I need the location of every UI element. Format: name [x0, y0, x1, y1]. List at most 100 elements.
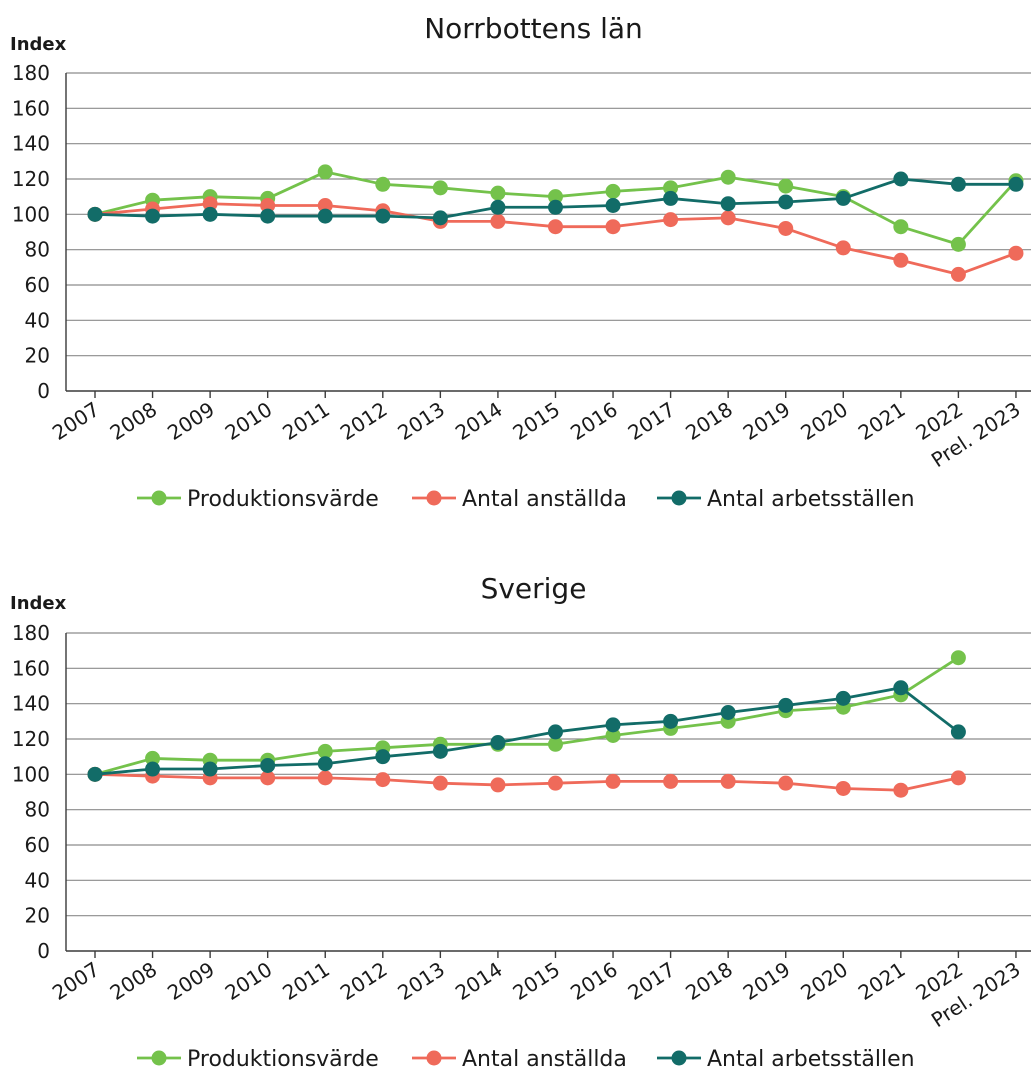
data-point [605, 183, 621, 199]
data-point [145, 750, 161, 766]
data-point [893, 252, 909, 268]
data-point [605, 219, 621, 235]
x-tick-label: 2015 [508, 957, 564, 1005]
x-tick-label: 2019 [739, 397, 795, 445]
y-tick-label: 40 [25, 308, 50, 332]
x-tick-label: 2017 [624, 397, 680, 445]
y-tick-label: 180 [12, 61, 50, 85]
y-tick-label: 180 [12, 621, 50, 645]
data-point [317, 770, 333, 786]
data-point [893, 219, 909, 235]
data-point [605, 198, 621, 213]
data-point [87, 206, 103, 222]
y-tick-label: 80 [25, 798, 50, 822]
data-point [835, 690, 851, 706]
legend-label: Produktionsvärde [187, 1047, 379, 1072]
data-point [950, 770, 966, 786]
data-point [605, 717, 621, 733]
data-point [778, 178, 794, 194]
data-point [778, 697, 794, 713]
x-tick-label: 2011 [278, 957, 334, 1005]
y-tick-label: 0 [37, 939, 50, 963]
y-tick-label: 20 [25, 904, 50, 928]
data-point [778, 775, 794, 791]
data-point [547, 775, 563, 791]
x-tick-label: 2008 [106, 397, 162, 445]
data-point [375, 176, 391, 192]
data-point [778, 194, 794, 210]
x-tick-label: 2021 [854, 397, 910, 445]
data-point [490, 777, 506, 793]
data-point [490, 735, 506, 751]
data-point [950, 650, 966, 666]
x-tick-label: 2013 [393, 957, 449, 1005]
series-3 [87, 171, 1024, 226]
data-point [145, 208, 161, 224]
y-tick-label: 140 [12, 132, 50, 156]
y-tick-label: 20 [25, 344, 50, 368]
legend-marker [426, 1050, 442, 1066]
data-point [87, 766, 103, 782]
legend-label: Antal anställda [462, 1047, 627, 1072]
x-tick-label: 2012 [336, 957, 392, 1005]
x-tick-label: 2018 [681, 957, 737, 1005]
x-tick-label: 2018 [681, 397, 737, 445]
data-point [605, 727, 621, 743]
series-line [94, 656, 960, 776]
x-tick-label: 2015 [508, 397, 564, 445]
chart-title: Sverige [481, 572, 587, 605]
y-axis-label: Index [10, 593, 67, 614]
x-tick-label: 2007 [48, 397, 104, 445]
legend: Produktionsvärde Antal anställda Antal arb… [137, 487, 915, 512]
chart-title: Norrbottens län [424, 12, 643, 45]
chart-1: Norrbottens län Index 0 20 40 60 80 100 120 140 16… [10, 12, 1031, 512]
x-tick-label: 2017 [624, 957, 680, 1005]
data-point [663, 212, 679, 228]
data-point [260, 198, 276, 213]
data-point [547, 724, 563, 740]
legend-marker [151, 490, 167, 506]
data-point [375, 749, 391, 765]
y-tick-label: 0 [37, 379, 50, 403]
data-point [260, 770, 276, 786]
y-tick-label: 60 [25, 833, 50, 857]
data-point [260, 758, 276, 773]
data-point [202, 206, 218, 222]
x-tick-label: 2007 [48, 957, 104, 1005]
data-point [720, 705, 736, 720]
x-tick-label: 2010 [221, 397, 277, 445]
x-tick-label: 2014 [451, 957, 507, 1005]
data-point [893, 782, 909, 798]
x-tick-label: 2012 [336, 397, 392, 445]
data-point [547, 219, 563, 235]
y-tick-label: 100 [12, 762, 50, 786]
data-point [490, 213, 506, 229]
legend-marker [671, 490, 687, 506]
data-point [720, 196, 736, 212]
legend: Produktionsvärde Antal anställda Antal arb… [137, 1047, 915, 1072]
data-point [432, 180, 448, 196]
y-tick-label: 160 [12, 656, 50, 680]
legend-marker [671, 1050, 687, 1066]
x-tick-label: 2011 [278, 397, 334, 445]
data-point [893, 171, 909, 187]
data-point [950, 266, 966, 282]
y-tick-label: 80 [25, 238, 50, 262]
data-point [490, 199, 506, 215]
data-point [317, 756, 333, 772]
x-tick-label: 2020 [796, 397, 852, 445]
series-2 [87, 766, 966, 798]
data-point [490, 185, 506, 201]
legend-marker [151, 1050, 167, 1066]
data-point [663, 773, 679, 789]
chart-2: Sverige Index 0 20 40 60 80 100 120 140 160 180 2007… [10, 572, 1031, 1072]
data-point [1008, 245, 1024, 261]
data-point [835, 780, 851, 796]
data-point [317, 743, 333, 759]
x-tick-label: 2016 [566, 397, 622, 445]
data-point [1008, 176, 1024, 192]
legend-label: Antal anställda [462, 487, 627, 512]
y-tick-label: 60 [25, 273, 50, 297]
y-tick-label: 100 [12, 202, 50, 226]
